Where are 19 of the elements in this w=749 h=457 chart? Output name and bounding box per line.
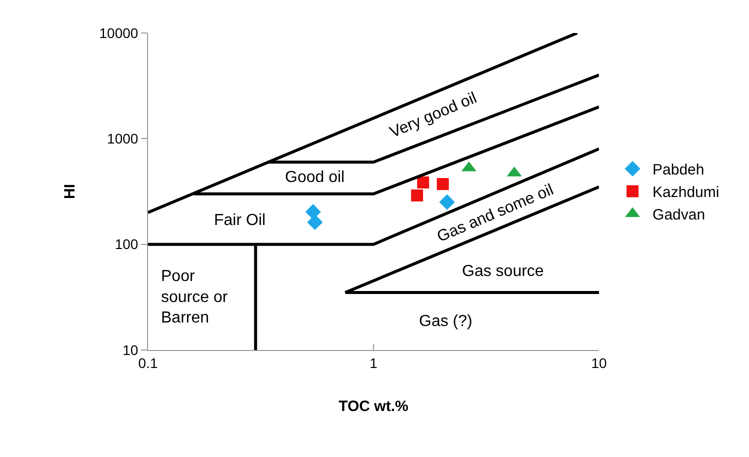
legend-label: Pabdeh	[652, 162, 704, 179]
y-axis-title: HI	[62, 184, 79, 199]
y-tick-label: 10	[122, 342, 138, 358]
annotation: Gas source	[462, 263, 544, 280]
y-tick-label: 10000	[99, 24, 138, 41]
x-tick-label: 0.1	[138, 354, 158, 371]
x-axis-title: TOC wt.%	[338, 398, 408, 415]
annotation: Gas (?)	[419, 313, 472, 330]
annotation: Very good oil	[388, 90, 480, 142]
annotation: Poor source or Barren	[161, 268, 228, 327]
annotation: Good oil	[285, 169, 345, 186]
annotation: Fair Oil	[214, 212, 266, 229]
legend-label: Gadvan	[652, 206, 706, 224]
legend-label: Kazhdumi	[652, 184, 720, 202]
y-tick-label: 100	[114, 236, 138, 252]
x-tick-label: 10	[591, 354, 607, 371]
y-tick-label: 1000	[107, 130, 138, 147]
x-tick-label: 1	[370, 354, 378, 371]
annotation: Gas and some oil	[434, 181, 556, 246]
